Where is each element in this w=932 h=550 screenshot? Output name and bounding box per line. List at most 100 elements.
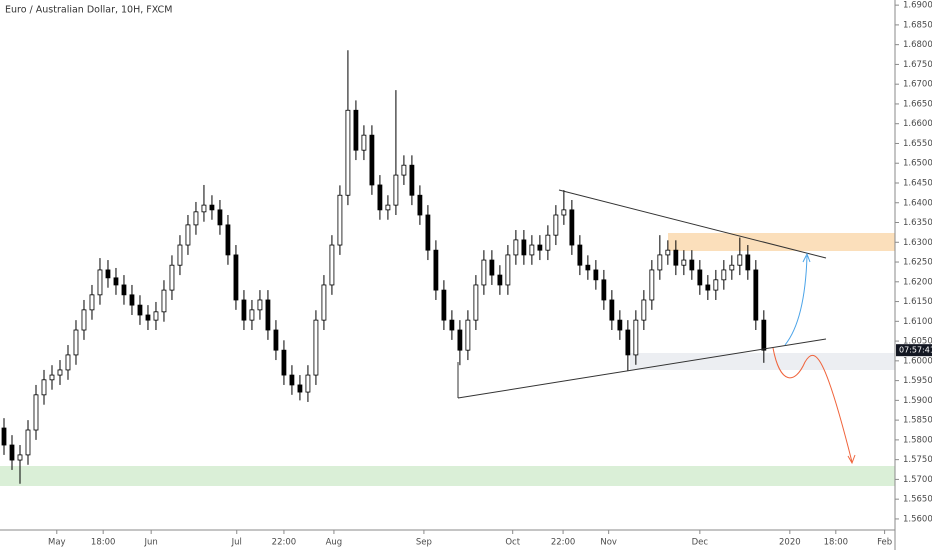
y-tick-label: 1.59500 (903, 376, 932, 386)
candle-body (25, 429, 31, 456)
candle-body (553, 214, 559, 236)
candle-body (9, 444, 15, 461)
x-tick-label: 22:00 (551, 538, 576, 548)
candle-body (673, 249, 679, 266)
candle-body (185, 224, 191, 246)
candle-body (425, 214, 431, 251)
candle-body (129, 294, 135, 306)
bearish-path (772, 347, 853, 463)
y-tick-label: 1.69000 (903, 1, 932, 11)
candle-body (521, 239, 527, 256)
candle-body (281, 349, 287, 376)
candle-body (489, 259, 495, 276)
candle-body (137, 304, 143, 316)
candle-body (681, 259, 687, 266)
candle-body (17, 454, 23, 461)
x-tick-label: Dec (692, 538, 709, 548)
candle-body (169, 264, 175, 291)
chart-title: Euro / Australian Dollar, 10H, FXCM (5, 5, 172, 16)
candle-body (313, 319, 319, 376)
candle-body (585, 264, 591, 271)
candle-body (401, 164, 407, 176)
plot-area (1, 50, 767, 484)
candle-body (705, 284, 711, 291)
y-tick-label: 1.59000 (903, 396, 932, 406)
candle-body (545, 234, 551, 251)
candle-body (33, 394, 39, 431)
candle-body (217, 209, 223, 226)
candle-body (193, 211, 199, 226)
candle-body (529, 244, 535, 256)
x-tick-label: May (48, 538, 66, 548)
y-tick-label: 1.56500 (903, 495, 932, 505)
x-tick-label: Sep (416, 538, 432, 548)
candle-body (753, 269, 759, 321)
y-tick-label: 1.61500 (903, 297, 932, 307)
candle-body (657, 254, 663, 271)
y-tick-label: 1.67500 (903, 60, 932, 70)
candle-body (609, 299, 615, 321)
candle-body (617, 319, 623, 331)
candle-body (1, 427, 7, 446)
candle-body (569, 209, 575, 246)
candle-body (745, 254, 751, 271)
x-tick-label: Jun (144, 538, 158, 548)
candle-body (73, 329, 79, 356)
y-tick-label: 1.63000 (903, 238, 932, 248)
candle-body (105, 269, 111, 279)
candle-body (713, 279, 719, 291)
support-zone (0, 466, 895, 486)
candle-body (505, 254, 511, 286)
y-tick-label: 1.63500 (903, 218, 932, 228)
y-tick-label: 1.62500 (903, 258, 932, 268)
candle-body (385, 204, 391, 211)
candle-body (265, 299, 271, 331)
bullish-path (784, 255, 808, 346)
candle-body (393, 174, 399, 206)
x-tick-label: Jul (231, 538, 242, 548)
y-tick-label: 1.62000 (903, 277, 932, 287)
candle-body (593, 269, 599, 281)
candle-body (57, 369, 63, 376)
retest-zone (630, 353, 895, 370)
y-tick-label: 1.64500 (903, 178, 932, 188)
price-tag (896, 344, 932, 357)
candle-body (729, 264, 735, 271)
candle-body (329, 244, 335, 286)
candle-body (113, 277, 119, 286)
candle-body (241, 299, 247, 321)
candle-body (273, 329, 279, 351)
candle-body (481, 259, 487, 286)
y-tick-label: 1.65500 (903, 139, 932, 149)
candle-body (209, 204, 215, 211)
candle-body (641, 299, 647, 321)
candle-body (465, 319, 471, 351)
y-tick-label: 1.58000 (903, 435, 932, 445)
candle-body (649, 269, 655, 301)
candle-body (297, 384, 303, 393)
x-tick-label: Nov (600, 538, 617, 548)
x-tick-label: 18:00 (91, 538, 116, 548)
trendline-lower (457, 338, 827, 399)
candle-body (225, 224, 231, 256)
y-tick-label: 1.61000 (903, 317, 932, 327)
bullish-arrowhead (802, 252, 811, 263)
candle-body (497, 274, 503, 286)
x-tick-label: Aug (326, 538, 343, 548)
candle-body (361, 134, 367, 151)
candle-body (513, 239, 519, 256)
candle-body (177, 244, 183, 266)
candle-body (697, 269, 703, 286)
candle-body (625, 329, 631, 356)
candle-body (121, 284, 127, 296)
candle-body (289, 374, 295, 386)
candle-body (721, 269, 727, 281)
y-tick-label: 1.67000 (903, 80, 932, 90)
candle-body (561, 209, 567, 216)
candle-body (537, 244, 543, 251)
candle-body (201, 204, 207, 213)
y-tick-label: 1.65000 (903, 159, 932, 169)
y-tick-label: 1.60500 (903, 337, 932, 347)
